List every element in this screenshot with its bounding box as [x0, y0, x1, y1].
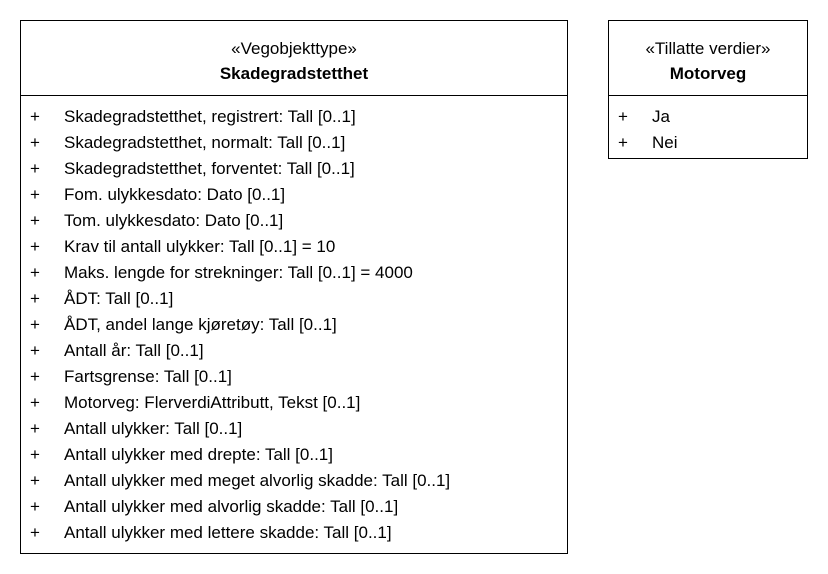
- attribute-text: Skadegradstetthet, normalt: Tall [0..1]: [64, 133, 346, 152]
- attribute-row: + Antall ulykker med drepte: Tall [0..1]: [21, 442, 567, 468]
- attribute-row: + Skadegradstetthet, normalt: Tall [0..1]: [21, 130, 567, 156]
- attribute-text: Fartsgrense: Tall [0..1]: [64, 367, 232, 386]
- attribute-row: + Antall år: Tall [0..1]: [21, 338, 567, 364]
- visibility-marker: +: [30, 471, 40, 490]
- visibility-marker: +: [30, 367, 40, 386]
- class-header: «Vegobjekttype» Skadegradstetthet: [21, 21, 567, 96]
- visibility-marker: +: [30, 133, 40, 152]
- visibility-marker: +: [618, 107, 628, 126]
- class-stereotype: «Vegobjekttype»: [231, 39, 357, 58]
- class-name: Motorveg: [669, 64, 747, 83]
- attribute-text: Motorveg: FlerverdiAttributt, Tekst [0..…: [64, 393, 361, 412]
- visibility-marker: +: [618, 133, 628, 152]
- class-stereotype: «Tillatte verdier»: [645, 39, 771, 58]
- attribute-row: + Fartsgrense: Tall [0..1]: [21, 364, 567, 390]
- attribute-row: + Nei: [609, 130, 807, 156]
- attribute-text: Antall ulykker med drepte: Tall [0..1]: [64, 445, 333, 464]
- visibility-marker: +: [30, 393, 40, 412]
- visibility-marker: +: [30, 185, 40, 204]
- visibility-marker: +: [30, 211, 40, 230]
- attribute-list: + Skadegradstetthet, registrert: Tall [0.…: [21, 96, 567, 546]
- attribute-text: Ja: [652, 107, 670, 126]
- attribute-text: Krav til antall ulykker: Tall [0..1] = 1…: [64, 237, 336, 256]
- visibility-marker: +: [30, 159, 40, 178]
- attribute-row: + Maks. lengde for strekninger: Tall [0..…: [21, 260, 567, 286]
- class-header: «Tillatte verdier» Motorveg: [609, 21, 807, 96]
- attribute-text: Maks. lengde for strekninger: Tall [0..1…: [64, 263, 413, 282]
- attribute-list: + Ja + Nei: [609, 96, 807, 156]
- attribute-row: + Antall ulykker med meget alvorlig skadd…: [21, 468, 567, 494]
- attribute-row: + Antall ulykker med alvorlig skadde: Tal…: [21, 494, 567, 520]
- class-box-motorveg: «Tillatte verdier» Motorveg + Ja + Nei: [608, 20, 808, 159]
- attribute-text: Antall år: Tall [0..1]: [64, 341, 204, 360]
- visibility-marker: +: [30, 107, 40, 126]
- visibility-marker: +: [30, 237, 40, 256]
- visibility-marker: +: [30, 419, 40, 438]
- attribute-row: + Fom. ulykkesdato: Dato [0..1]: [21, 182, 567, 208]
- class-box-skadegradstetthet: «Vegobjekttype» Skadegradstetthet + Skade…: [20, 20, 568, 554]
- attribute-text: ÅDT: Tall [0..1]: [64, 289, 174, 308]
- attribute-row: + Krav til antall ulykker: Tall [0..1] = …: [21, 234, 567, 260]
- visibility-marker: +: [30, 263, 40, 282]
- attribute-text: Antall ulykker med lettere skadde: Tall …: [64, 523, 392, 542]
- visibility-marker: +: [30, 445, 40, 464]
- class-name: Skadegradstetthet: [219, 64, 369, 83]
- attribute-row: + Tom. ulykkesdato: Dato [0..1]: [21, 208, 567, 234]
- attribute-text: ÅDT, andel lange kjøretøy: Tall [0..1]: [64, 315, 337, 334]
- attribute-text: Antall ulykker: Tall [0..1]: [64, 419, 243, 438]
- attribute-row: + ÅDT, andel lange kjøretøy: Tall [0..1]: [21, 312, 567, 338]
- attribute-row: + Motorveg: FlerverdiAttributt, Tekst [0.…: [21, 390, 567, 416]
- visibility-marker: +: [30, 497, 40, 516]
- attribute-row: + ÅDT: Tall [0..1]: [21, 286, 567, 312]
- attribute-row: + Skadegradstetthet, registrert: Tall [0.…: [21, 104, 567, 130]
- attribute-text: Tom. ulykkesdato: Dato [0..1]: [64, 211, 284, 230]
- attribute-text: Antall ulykker med meget alvorlig skadde…: [64, 471, 451, 490]
- visibility-marker: +: [30, 289, 40, 308]
- attribute-text: Nei: [652, 133, 678, 152]
- attribute-text: Antall ulykker med alvorlig skadde: Tall…: [64, 497, 399, 516]
- attribute-row: + Antall ulykker: Tall [0..1]: [21, 416, 567, 442]
- attribute-text: Skadegradstetthet, registrert: Tall [0..…: [64, 107, 356, 126]
- attribute-row: + Antall ulykker med lettere skadde: Tall…: [21, 520, 567, 546]
- visibility-marker: +: [30, 315, 40, 334]
- attribute-text: Skadegradstetthet, forventet: Tall [0..1…: [64, 159, 355, 178]
- attribute-row: + Ja: [609, 104, 807, 130]
- visibility-marker: +: [30, 341, 40, 360]
- visibility-marker: +: [30, 523, 40, 542]
- attribute-text: Fom. ulykkesdato: Dato [0..1]: [64, 185, 286, 204]
- attribute-row: + Skadegradstetthet, forventet: Tall [0..…: [21, 156, 567, 182]
